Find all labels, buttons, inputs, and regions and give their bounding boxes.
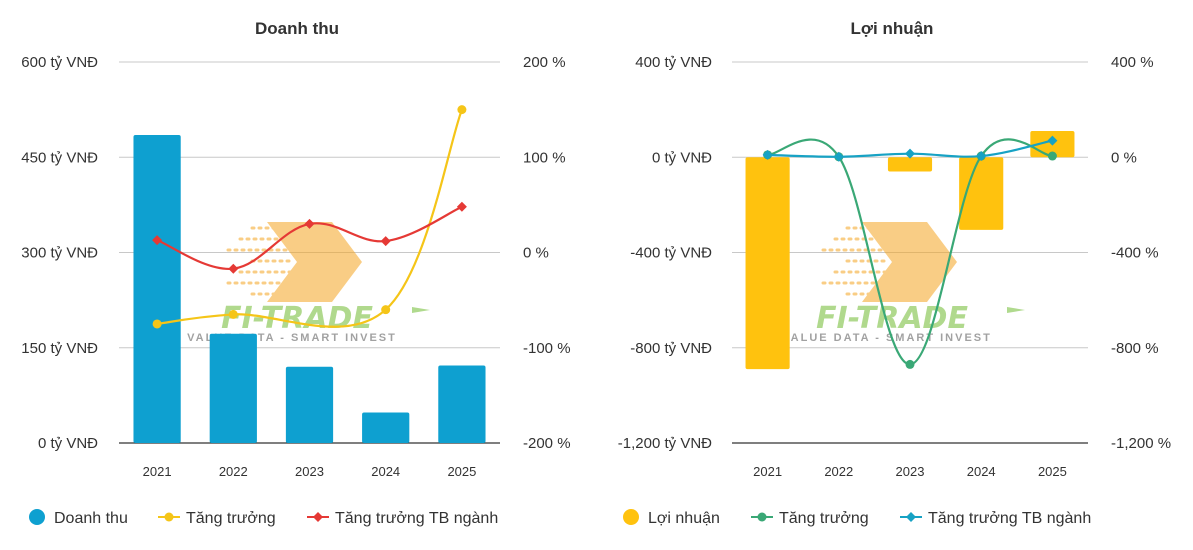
point-2022[interactable] xyxy=(833,151,844,162)
legend-label: Tăng trưởng xyxy=(186,510,276,527)
left-tick-label: 0 tỷ VNĐ xyxy=(38,435,98,452)
revenue-lines xyxy=(152,105,467,329)
point-2021[interactable] xyxy=(762,149,773,160)
watermark-arrow-icon xyxy=(821,222,957,302)
point-2025[interactable] xyxy=(1047,135,1058,146)
legend-swatch xyxy=(623,509,639,525)
profit-right-axis: -1,200 % -800 % -400 % 0 % 400 % xyxy=(1111,54,1171,452)
right-tick-label: -100 % xyxy=(523,340,571,357)
left-tick-label: -1,200 tỷ VNĐ xyxy=(618,435,712,452)
watermark-pointer-icon xyxy=(1007,307,1025,313)
profit-left-axis: -1,200 tỷ VNĐ -800 tỷ VNĐ -400 tỷ VNĐ 0 tỷ … xyxy=(618,54,712,452)
right-tick-label: 0 % xyxy=(1111,149,1137,166)
legend-swatch xyxy=(29,509,45,525)
legend-item[interactable]: Tăng trưởng xyxy=(158,510,276,527)
point-2024[interactable] xyxy=(380,236,391,247)
bar-2021[interactable] xyxy=(745,157,790,370)
right-tick-label: -400 % xyxy=(1111,245,1159,262)
x-tick-label: 2021 xyxy=(753,464,782,479)
right-tick-label: -200 % xyxy=(523,435,571,452)
point-2025[interactable] xyxy=(1047,151,1057,161)
x-tick-label: 2025 xyxy=(447,464,476,479)
watermark-tagline: VALUE DATA - SMART INVEST xyxy=(782,332,992,344)
watermark-brand: FI-TRADE xyxy=(221,301,373,336)
bar-2023[interactable] xyxy=(887,157,933,172)
series-line xyxy=(156,109,463,328)
x-tick-label: 2024 xyxy=(371,464,400,479)
point-2024[interactable] xyxy=(976,151,987,162)
watermark-arrow-icon xyxy=(226,222,362,302)
bar-2024[interactable] xyxy=(362,412,410,443)
left-tick-label: 600 tỷ VNĐ xyxy=(21,54,98,71)
legend-label: Tăng trưởng xyxy=(779,510,869,527)
x-tick-label: 2023 xyxy=(295,464,324,479)
point-2023[interactable] xyxy=(304,218,315,229)
legend-label: Doanh thu xyxy=(54,510,128,527)
left-tick-label: -800 tỷ VNĐ xyxy=(630,340,712,357)
bar-2025[interactable] xyxy=(438,365,486,443)
right-tick-label: -800 % xyxy=(1111,340,1159,357)
left-tick-label: -400 tỷ VNĐ xyxy=(630,245,712,262)
legend-item[interactable]: Tăng trưởng xyxy=(751,510,869,527)
legend-label: Tăng trưởng TB ngành xyxy=(928,510,1091,527)
profit-chart-title: Lợi nhuận xyxy=(851,19,934,38)
x-tick-label: 2024 xyxy=(967,464,996,479)
left-tick-label: 150 tỷ VNĐ xyxy=(21,340,98,357)
x-tick-label: 2023 xyxy=(896,464,925,479)
revenue-right-axis: -200 % -100 % 0 % 100 % 200 % xyxy=(523,54,571,452)
watermark-brand: FI-TRADE xyxy=(816,301,968,336)
revenue-bars xyxy=(133,135,486,443)
left-tick-label: 450 tỷ VNĐ xyxy=(21,149,98,166)
point-2023[interactable] xyxy=(905,148,915,159)
x-tick-label: 2025 xyxy=(1038,464,1067,479)
bar-2024[interactable] xyxy=(959,157,1004,230)
point-2022[interactable] xyxy=(228,263,239,274)
point-2025[interactable] xyxy=(457,105,467,115)
point-2025[interactable] xyxy=(456,201,467,212)
profit-lines xyxy=(762,135,1058,369)
profit-legend: Lợi nhuận Tăng trưởng Tăng trưởng TB ngành xyxy=(623,509,1091,527)
revenue-chart-title: Doanh thu xyxy=(255,19,339,38)
legend-item[interactable]: Tăng trưởng TB ngành xyxy=(307,510,498,527)
right-tick-label: 0 % xyxy=(523,245,549,262)
revenue-x-axis: 2021 2022 2023 2024 2025 xyxy=(143,464,477,479)
x-tick-label: 2022 xyxy=(219,464,248,479)
point-2021[interactable] xyxy=(152,319,162,329)
right-tick-label: 400 % xyxy=(1111,54,1154,71)
legend-item[interactable]: Lợi nhuận xyxy=(623,509,720,527)
right-tick-label: -1,200 % xyxy=(1111,435,1171,452)
watermark-pointer-icon xyxy=(412,307,430,313)
point-2023[interactable] xyxy=(905,359,915,369)
profit-x-axis: 2021 2022 2023 2024 2025 xyxy=(753,464,1067,479)
bar-2021[interactable] xyxy=(133,135,181,443)
x-tick-label: 2022 xyxy=(824,464,853,479)
right-tick-label: 200 % xyxy=(523,54,566,71)
point-2021[interactable] xyxy=(152,235,163,246)
point-2022[interactable] xyxy=(228,309,238,319)
point-2024[interactable] xyxy=(381,305,391,315)
legend-item[interactable]: Doanh thu xyxy=(29,509,128,527)
right-tick-label: 100 % xyxy=(523,149,566,166)
x-tick-label: 2021 xyxy=(143,464,172,479)
bar-2023[interactable] xyxy=(285,366,334,443)
legend-label: Lợi nhuận xyxy=(648,510,720,527)
left-tick-label: 300 tỷ VNĐ xyxy=(21,245,98,262)
bar-2022[interactable] xyxy=(209,333,257,443)
left-tick-label: 0 tỷ VNĐ xyxy=(652,149,712,166)
legend-label: Tăng trưởng TB ngành xyxy=(335,510,498,527)
revenue-legend: Doanh thu Tăng trưởng Tăng trưởng TB ngành xyxy=(29,509,498,527)
legend-item[interactable]: Tăng trưởng TB ngành xyxy=(900,510,1091,527)
revenue-left-axis: 0 tỷ VNĐ 150 tỷ VNĐ 300 tỷ VNĐ 450 tỷ VNĐ 60… xyxy=(21,54,98,452)
left-tick-label: 400 tỷ VNĐ xyxy=(635,54,712,71)
